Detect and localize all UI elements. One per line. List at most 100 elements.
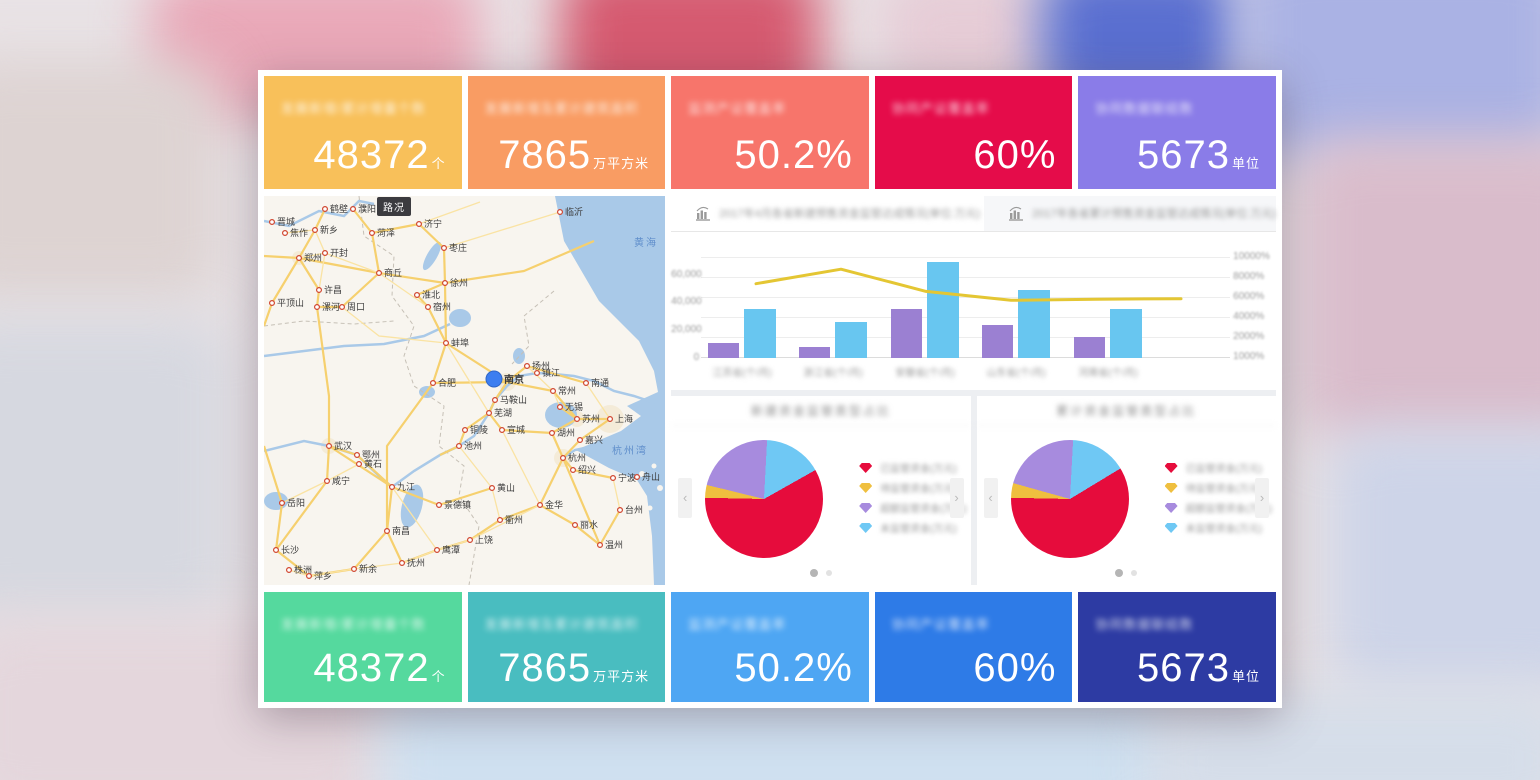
map-selected-marker[interactable] bbox=[485, 370, 503, 388]
svg-text:开封: 开封 bbox=[330, 247, 348, 258]
svg-text:鹰潭: 鹰潭 bbox=[442, 544, 460, 555]
pie-chart[interactable] bbox=[1010, 439, 1129, 558]
map-traffic-badge[interactable]: 路况 bbox=[377, 196, 411, 216]
carousel-next-button[interactable]: › bbox=[1255, 477, 1269, 518]
road-major bbox=[488, 412, 565, 459]
map-city-label: 无锡 bbox=[557, 402, 583, 412]
stat-card-title: 发展新增及累计建筑面积 bbox=[484, 101, 639, 116]
y-axis-left-label: 40,000 bbox=[671, 296, 702, 308]
map-city-label: 宿州 bbox=[425, 301, 451, 312]
road-minor bbox=[284, 229, 326, 291]
bar-purple[interactable] bbox=[982, 324, 1014, 358]
sea-area bbox=[555, 195, 666, 585]
map-city-label: 池州 bbox=[456, 440, 482, 451]
pie-chart-area: 已监管资金(万元) 待监管资金(万元) 超额监管资金(万元) 未监管资金(万元) ‹ › bbox=[671, 426, 970, 583]
x-axis-label: 浙江省(个/月) bbox=[803, 367, 863, 379]
pie-title: 新建资金监管类型占比 bbox=[671, 396, 971, 426]
legend-label: 超额监管资金(万元) bbox=[1185, 504, 1273, 516]
stat-card-unit: 单位 bbox=[1231, 155, 1260, 171]
y-axis-right-label: 10000% bbox=[1233, 250, 1270, 262]
map-city-label: 绍兴 bbox=[570, 464, 596, 475]
legend-item[interactable]: 待监管资金(万元) bbox=[859, 478, 967, 498]
bar-purple[interactable] bbox=[1074, 337, 1106, 358]
tab-cumulative-supervision[interactable]: 2017年各省累计预售资金监管达成情况(单位:万元) bbox=[980, 195, 1276, 231]
bar-blue[interactable] bbox=[927, 262, 960, 358]
legend-item[interactable]: 超额监管资金(万元) bbox=[1164, 498, 1273, 518]
road-minor bbox=[445, 342, 490, 414]
bar-purple[interactable] bbox=[708, 343, 740, 358]
legend-label: 待监管资金(万元) bbox=[1185, 484, 1263, 496]
stat-card-title: 监测产证覆盖率 bbox=[688, 101, 787, 116]
legend-item[interactable]: 待监管资金(万元) bbox=[1164, 478, 1273, 498]
road-major bbox=[439, 381, 508, 456]
bar-purple[interactable] bbox=[891, 309, 923, 358]
stat-card-value: 60% bbox=[973, 132, 1057, 177]
map-city-label: 上饶 bbox=[467, 534, 493, 545]
carousel-prev-button[interactable]: ‹ bbox=[678, 477, 693, 518]
map-panel[interactable]: 晋城 鹤壁 濮阳 新乡 焦作 菏泽 济宁 临沂 郑州 开封 枣庄 商丘 徐州 淮北 宿州 许昌 平顶山 漯河 周口蚌… bbox=[264, 195, 666, 585]
map-selected-city-label: 南京 bbox=[504, 373, 524, 386]
stat-card: 监测产证覆盖率 50.2% bbox=[671, 76, 869, 189]
stat-card-value: 50.2% bbox=[734, 132, 853, 177]
stat-card-title: 发展新增/累计增量个数 bbox=[281, 616, 426, 632]
bar-blue[interactable] bbox=[744, 309, 777, 358]
bar-blue[interactable] bbox=[1110, 309, 1143, 358]
bar-blue[interactable] bbox=[1018, 289, 1051, 358]
stat-card: 监测产证覆盖率 50.2% bbox=[671, 591, 869, 702]
road-minor bbox=[612, 477, 621, 511]
tab-monthly-supervision[interactable]: 2017年4月各省新建预售资金监管达成情况(单位:万元) bbox=[671, 195, 981, 231]
dot-inactive[interactable] bbox=[825, 569, 832, 576]
legend-item[interactable]: 未监管资金(万元) bbox=[1164, 518, 1273, 538]
legend-item[interactable]: 未监管资金(万元) bbox=[859, 518, 967, 538]
svg-text:蚌埠: 蚌埠 bbox=[451, 337, 469, 348]
svg-text:郑州: 郑州 bbox=[304, 252, 322, 263]
y-axis-left-label: 60,000 bbox=[671, 268, 702, 280]
dot-inactive[interactable] bbox=[1131, 569, 1138, 576]
road-major bbox=[264, 239, 595, 285]
carousel-next-button[interactable]: › bbox=[949, 477, 964, 518]
gridline bbox=[701, 256, 1230, 258]
carousel-prev-button[interactable]: ‹ bbox=[983, 477, 998, 518]
map-city-label: 黄石 bbox=[355, 458, 382, 469]
y-axis-left-label: 0 bbox=[693, 351, 700, 363]
svg-text:菏泽: 菏泽 bbox=[377, 228, 395, 238]
legend-gem-icon bbox=[859, 522, 873, 533]
legend-gem-icon bbox=[859, 462, 873, 473]
svg-text:宁波: 宁波 bbox=[618, 472, 636, 483]
svg-text:嘉兴: 嘉兴 bbox=[585, 434, 603, 445]
pie-chart[interactable] bbox=[705, 439, 824, 558]
bar-purple[interactable] bbox=[799, 346, 831, 358]
legend-item[interactable]: 超额监管资金(万元) bbox=[859, 498, 967, 518]
map-city-label: 鹰潭 bbox=[434, 544, 460, 555]
map-city-label: 镇江 bbox=[534, 367, 560, 378]
carousel-dots bbox=[671, 568, 970, 577]
pie-legend: 已监管资金(万元) 待监管资金(万元) 超额监管资金(万元) 未监管资金(万元) bbox=[1164, 458, 1273, 538]
y-axis-left-label: 20,000 bbox=[671, 324, 702, 336]
map-city-label: 上海 bbox=[607, 413, 633, 424]
road-major bbox=[317, 232, 381, 309]
dot-active[interactable] bbox=[1115, 568, 1124, 577]
svg-text:九江: 九江 bbox=[397, 482, 415, 492]
svg-text:绍兴: 绍兴 bbox=[578, 464, 596, 475]
legend-item[interactable]: 已监管资金(万元) bbox=[859, 458, 967, 478]
road-minor bbox=[341, 306, 447, 344]
svg-text:萍乡: 萍乡 bbox=[314, 571, 332, 581]
bar-blue[interactable] bbox=[835, 321, 868, 358]
svg-text:周口: 周口 bbox=[347, 302, 365, 312]
map-city-label: 台州 bbox=[617, 504, 643, 515]
stat-card: 协同数据联结数 5673 单位 bbox=[1078, 591, 1276, 702]
combo-bar-line-chart: 10000% 8000% 6000% 4000% 2000% 1000% 60,000 40,… bbox=[671, 232, 1276, 389]
svg-text:无锡: 无锡 bbox=[565, 402, 583, 412]
svg-text:衢州: 衢州 bbox=[505, 514, 523, 525]
legend-item[interactable]: 已监管资金(万元) bbox=[1164, 458, 1273, 478]
map-city-label: 马鞍山 bbox=[492, 394, 527, 405]
bar-chart-icon bbox=[696, 206, 711, 221]
road-minor bbox=[501, 429, 541, 506]
map-city-label: 嘉兴 bbox=[577, 434, 603, 445]
map-city-label: 淮北 bbox=[414, 290, 440, 300]
svg-text:淮北: 淮北 bbox=[422, 290, 440, 300]
map-city-label: 平顶山 bbox=[268, 298, 304, 308]
dot-active[interactable] bbox=[809, 568, 818, 577]
road-minor bbox=[585, 382, 611, 420]
